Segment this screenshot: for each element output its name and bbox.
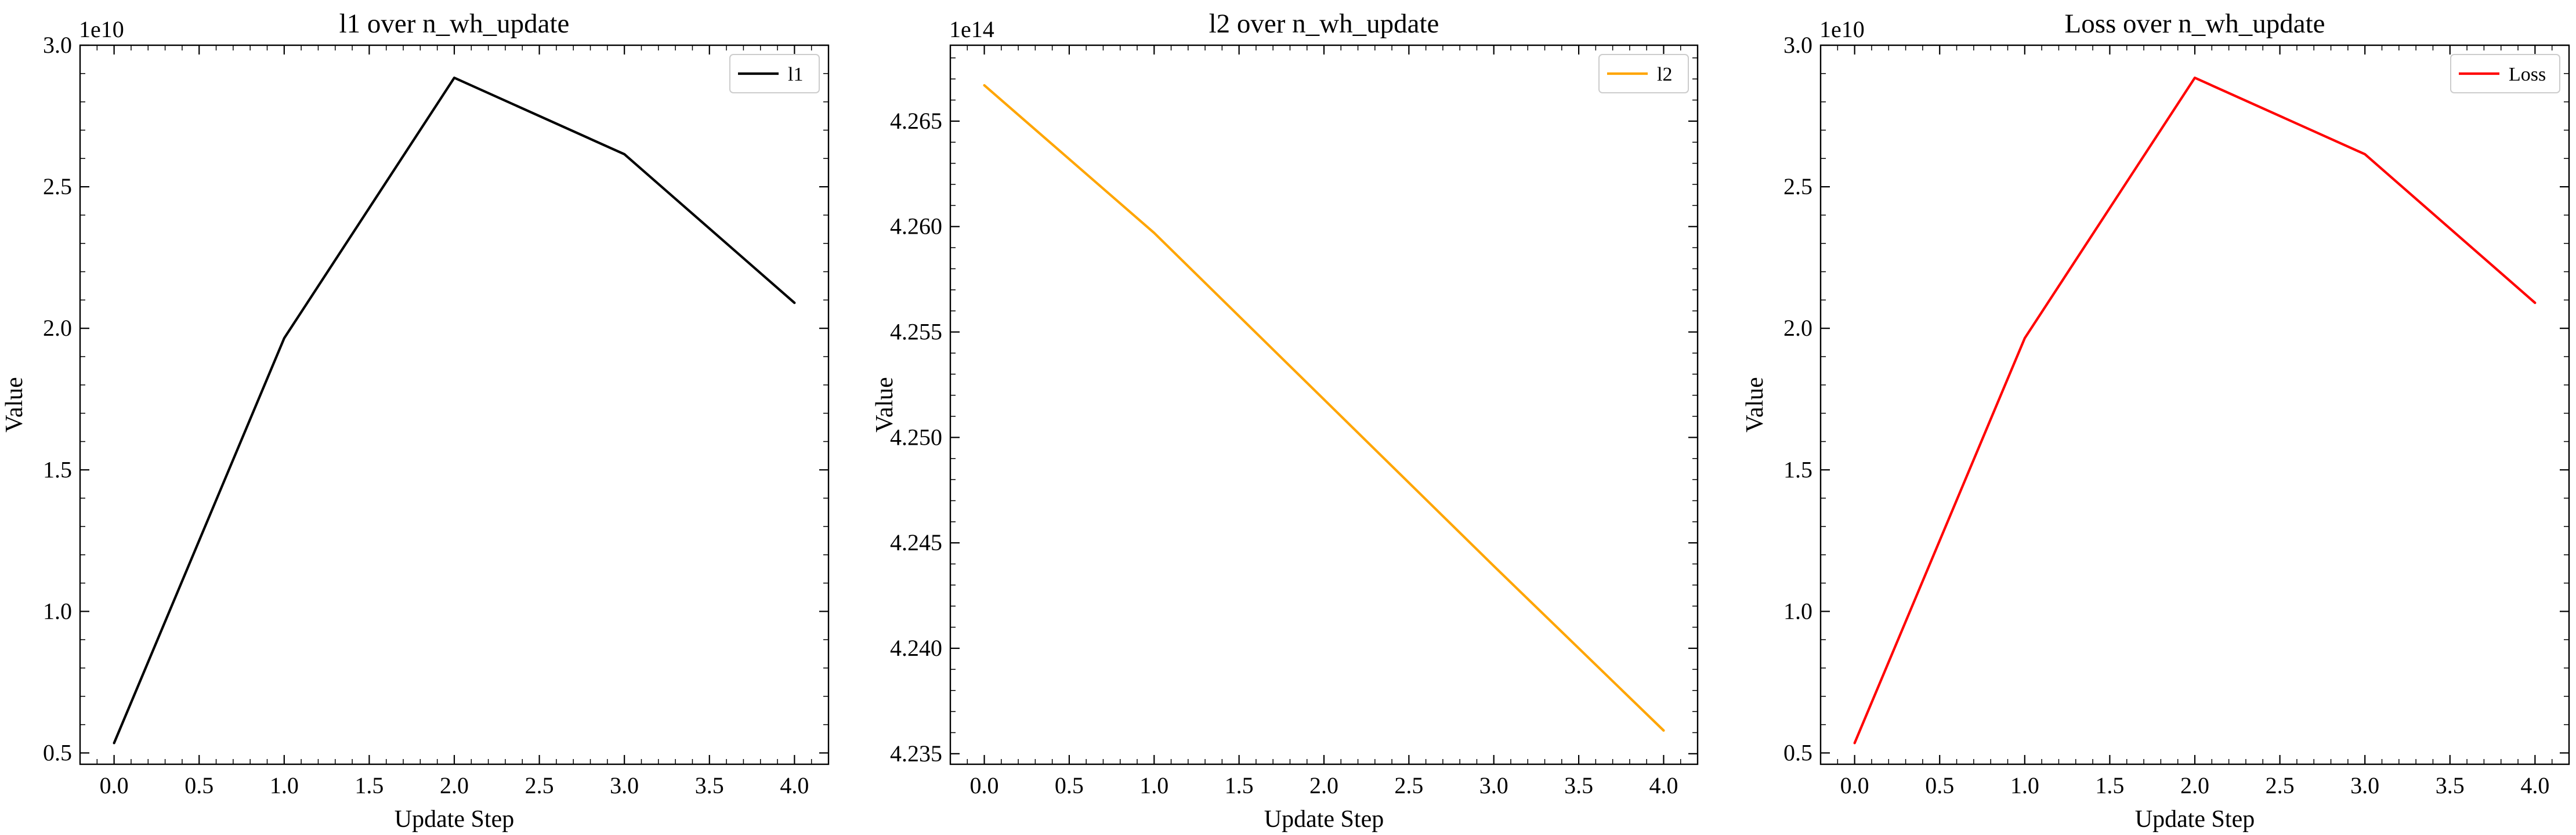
x-axis-label: Update Step [1264,806,1384,833]
x-tick-label: 2.0 [1309,772,1338,798]
legend-label: l1 [788,64,803,85]
x-tick-label: 1.0 [2010,772,2039,798]
x-tick-label: 0.5 [1925,772,1954,798]
legend-box [2450,54,2560,93]
x-tick-label: 1.5 [354,772,383,798]
x-tick-label: 0.0 [970,772,999,798]
x-tick-label: 1.0 [1139,772,1168,798]
x-axis-label: Update Step [395,806,514,833]
y-offset-label: 1e10 [79,16,124,42]
x-tick-label: 2.5 [525,772,554,798]
x-tick-label: 2.5 [1394,772,1423,798]
legend-label: Loss [2509,64,2546,85]
y-tick-label: 0.5 [43,739,72,765]
y-axis-label: Value [871,377,898,433]
x-tick-label: 3.5 [2436,772,2465,798]
x-tick-label: 3.0 [2350,772,2379,798]
x-tick-label: 2.0 [440,772,469,798]
x-tick-label: 4.0 [780,772,809,798]
x-tick-label: 0.5 [1055,772,1084,798]
y-tick-label: 4.265 [890,108,942,134]
chart-panel-2: l2 over n_wh_update 0.0 0.5 1.0 1.5 2.0 2.5 3.0… [871,9,1699,833]
x-tick-label: 1.5 [2095,772,2124,798]
legend: l1 [729,54,820,93]
y-tick-label: 3.0 [1783,32,1812,58]
x-tick-label: 0.0 [100,772,129,798]
y-tick-label: 0.5 [1783,739,1812,765]
y-tick-label: 4.245 [890,529,942,556]
y-tick-label: 1.5 [43,456,72,482]
y-tick-label: 3.0 [43,32,72,58]
x-tick-label: 3.0 [1479,772,1508,798]
x-tick-label: 0.0 [1840,772,1869,798]
chart-title: l2 over n_wh_update [1209,9,1439,39]
chart-panel-3: Loss over n_wh_update 0.0 0.5 1.0 1.5 2.0 2.5 3… [1742,9,2570,833]
plot-frame [79,44,830,765]
x-tick-label: 1.5 [1225,772,1254,798]
x-tick-label: 3.5 [695,772,724,798]
y-tick-label: 2.0 [1783,315,1812,341]
chart-panel-1: l1 over n_wh_update 0.0 0.5 1.0 1.5 2.0 2.5 3.0… [1,9,830,833]
x-tick-label: 3.5 [1564,772,1593,798]
chart-title: Loss over n_wh_update [2064,9,2325,39]
y-tick-label: 2.0 [43,315,72,341]
x-tick-label: 2.5 [2266,772,2295,798]
x-tick-label: 4.0 [2520,772,2549,798]
series-line-l2 [983,84,1665,732]
y-tick-label: 1.0 [43,598,72,624]
y-offset-label: 1e10 [1819,16,1865,42]
y-tick-label: 4.250 [890,424,942,450]
plot-frame [1819,44,2570,765]
x-tick-label: 2.0 [2180,772,2209,798]
y-tick-label: 4.260 [890,213,942,239]
y-tick-label: 4.240 [890,635,942,661]
y-tick-label: 4.235 [890,740,942,767]
x-tick-label: 3.0 [610,772,639,798]
y-tick-label: 1.5 [1783,456,1812,482]
chart-title: l1 over n_wh_update [339,9,570,39]
x-axis-label: Update Step [2135,806,2255,833]
y-tick-label: 4.255 [890,319,942,345]
y-tick-label: 2.5 [43,173,72,199]
y-axis-label: Value [1,377,28,433]
x-tick-label: 4.0 [1649,772,1678,798]
series-line-loss [1853,77,2537,745]
y-axis-label: Value [1742,377,1768,433]
legend: l2 [1598,54,1689,93]
series-line-l1 [113,77,796,745]
y-offset-label: 1e14 [949,16,994,42]
x-tick-label: 1.0 [270,772,299,798]
legend-label: l2 [1657,64,1672,85]
legend: Loss [2450,54,2560,93]
y-tick-label: 1.0 [1783,598,1812,624]
x-tick-label: 0.5 [184,772,214,798]
y-tick-label: 2.5 [1783,173,1812,199]
